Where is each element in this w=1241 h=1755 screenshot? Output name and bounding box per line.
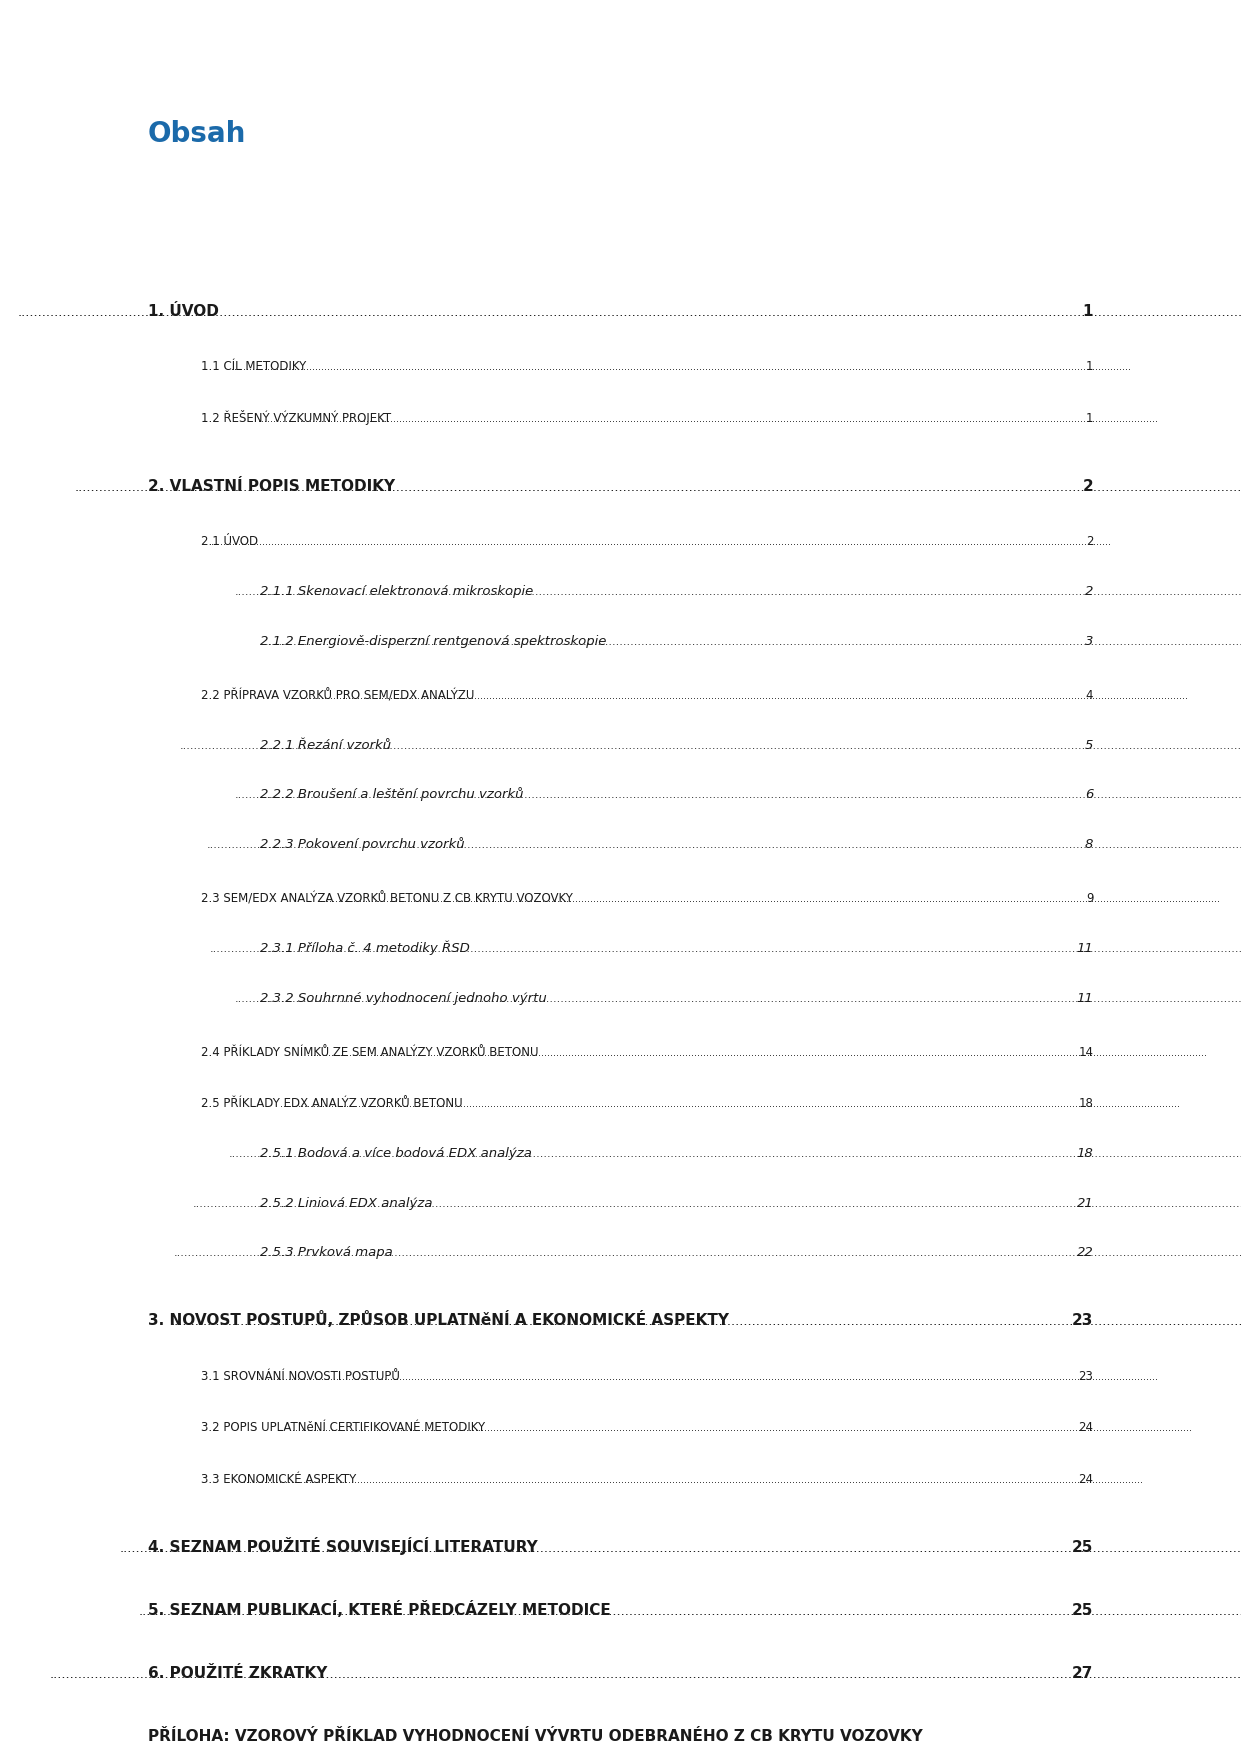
Text: 1: 1 (1082, 304, 1093, 319)
Text: 2.2.2 Broušení a leštění povrchu vzorků: 2.2.2 Broušení a leštění povrchu vzorků (261, 788, 524, 802)
Text: 2.4 PŘÍKLADY SNÍMKŮ ZE SEM ANALÝZY VZORKŮ BETONU: 2.4 PŘÍKLADY SNÍMKŮ ZE SEM ANALÝZY VZORK… (201, 1046, 539, 1058)
Text: ................................................................................: ........................................… (258, 414, 1158, 425)
Text: 2.2 PŘÍPRAVA VZORKŮ PRO SEM/EDX ANALÝZU: 2.2 PŘÍPRAVA VZORKŮ PRO SEM/EDX ANALÝZU (201, 688, 474, 702)
Text: 18: 18 (1078, 1097, 1093, 1111)
Text: 2.2.1 Řezání vzorků: 2.2.1 Řezání vzorků (261, 739, 391, 751)
Text: 2.5 PŘÍKLADY EDX ANALÝZ VZORKŮ BETONU: 2.5 PŘÍKLADY EDX ANALÝZ VZORKŮ BETONU (201, 1097, 463, 1111)
Text: 1: 1 (1086, 412, 1093, 425)
Text: 4: 4 (1086, 690, 1093, 702)
Text: ................................................................................: ........................................… (207, 841, 1241, 849)
Text: 1.2 ŘEŠENÝ VÝZKUMNÝ PROJEKT: 1.2 ŘEŠENÝ VÝZKUMNÝ PROJEKT (201, 411, 391, 425)
Text: ................................................................................: ........................................… (235, 790, 1241, 800)
Text: 11: 11 (1076, 992, 1093, 1004)
Text: ................................................................................: ........................................… (288, 691, 1188, 700)
Text: ................................................................................: ........................................… (235, 993, 1241, 1004)
Text: ................................................................................: ........................................… (264, 637, 1241, 646)
Text: ................................................................................: ........................................… (119, 1541, 1241, 1555)
Text: 3.1 SROVNÁNÍ NOVOSTI POSTUPŮ: 3.1 SROVNÁNÍ NOVOSTI POSTUPŮ (201, 1369, 400, 1383)
Text: 5. SEZNAM PUBLIKACÍ, KTERÉ PŘEDCÁZELY METODICE: 5. SEZNAM PUBLIKACÍ, KTERÉ PŘEDCÁZELY ME… (148, 1601, 611, 1618)
Text: ................................................................................: ........................................… (179, 741, 1241, 751)
Text: 8: 8 (1085, 837, 1093, 851)
Text: 2.5.1 Bodová a více bodová EDX analýza: 2.5.1 Bodová a více bodová EDX analýza (261, 1148, 532, 1160)
Text: ................................................................................: ........................................… (320, 895, 1220, 904)
Text: ................................................................................: ........................................… (308, 1048, 1207, 1058)
Text: PŘÍLOHA: VZOROVÝ PŘÍKLAD VYHODNOCENÍ VÝVRTU ODEBRANÉHO Z CB KRYTU VOZOVKY: PŘÍLOHA: VZOROVÝ PŘÍKLAD VYHODNOCENÍ VÝV… (148, 1729, 922, 1744)
Text: ................................................................................: ........................................… (293, 1423, 1193, 1434)
Text: 2.1 ÚVOD: 2.1 ÚVOD (201, 535, 258, 548)
Text: 22: 22 (1076, 1246, 1093, 1260)
Text: 2.3 SEM/EDX ANALÝZA VZORKŮ BETONU Z CB KRYTU VOZOVKY: 2.3 SEM/EDX ANALÝZA VZORKŮ BETONU Z CB K… (201, 892, 573, 906)
Text: 2.5.2 Liniová EDX analýza: 2.5.2 Liniová EDX analýza (261, 1197, 433, 1209)
Text: 2.5.3 Prvková mapa: 2.5.3 Prvková mapa (261, 1246, 392, 1260)
Text: ................................................................................: ........................................… (235, 586, 1241, 597)
Text: 2.1.1 Skenovací elektronová mikroskopie: 2.1.1 Skenovací elektronová mikroskopie (261, 584, 534, 598)
Text: 11: 11 (1076, 942, 1093, 955)
Text: 24: 24 (1078, 1472, 1093, 1485)
Text: ................................................................................: ........................................… (171, 1316, 1241, 1329)
Text: 2: 2 (1085, 584, 1093, 598)
Text: 6: 6 (1085, 788, 1093, 802)
Text: 3. NOVOST POSTUPŮ, ZPŮSOB UPLATNěNÍ A EKONOMICKÉ ASPEKTY: 3. NOVOST POSTUPŮ, ZPŮSOB UPLATNěNÍ A EK… (148, 1311, 728, 1329)
Text: 27: 27 (1072, 1665, 1093, 1681)
Text: ................................................................................: ........................................… (211, 537, 1111, 548)
Text: ................................................................................: ........................................… (280, 1099, 1180, 1109)
Text: Obsah: Obsah (148, 119, 246, 147)
Text: 2. VLASTNÍ POPIS METODIKY: 2. VLASTNÍ POPIS METODIKY (148, 479, 395, 495)
Text: ................................................................................: ........................................… (243, 1474, 1143, 1485)
Text: 3.3 EKONOMICKÉ ASPEKTY: 3.3 EKONOMICKÉ ASPEKTY (201, 1472, 356, 1485)
Text: ................................................................................: ........................................… (50, 1669, 1241, 1681)
Text: ................................................................................: ........................................… (76, 481, 1241, 495)
Text: ................................................................................: ........................................… (231, 363, 1131, 372)
Text: 2.3.1 Příloha č. 4 metodiky ŘSD: 2.3.1 Příloha č. 4 metodiky ŘSD (261, 941, 470, 955)
Text: 25: 25 (1072, 1602, 1093, 1618)
Text: 3: 3 (1085, 635, 1093, 648)
Text: 24: 24 (1078, 1422, 1093, 1434)
Text: 9: 9 (1086, 892, 1093, 906)
Text: 2.2.3 Pokovení povrchu vzorků: 2.2.3 Pokovení povrchu vzorků (261, 837, 464, 851)
Text: 4. SEZNAM POUŽITÉ SOUVISEJÍCÍ LITERATURY: 4. SEZNAM POUŽITÉ SOUVISEJÍCÍ LITERATURY (148, 1537, 537, 1555)
Text: 23: 23 (1078, 1369, 1093, 1383)
Text: ................................................................................: ........................................… (139, 1606, 1241, 1618)
Text: 2.1.2 Energiově-disperzní rentgenová spektroskopie: 2.1.2 Energiově-disperzní rentgenová spe… (261, 635, 607, 648)
Text: 1: 1 (1086, 360, 1093, 374)
Text: ................................................................................: ........................................… (174, 1248, 1241, 1258)
Text: 2: 2 (1086, 535, 1093, 548)
Text: 3.2 POPIS UPLATNěNÍ CERTIFIKOVANÉ METODIKY: 3.2 POPIS UPLATNěNÍ CERTIFIKOVANÉ METODI… (201, 1422, 485, 1434)
Text: ................................................................................: ........................................… (228, 1150, 1241, 1158)
Text: 18: 18 (1076, 1148, 1093, 1160)
Text: 2: 2 (1082, 479, 1093, 495)
Text: 14: 14 (1078, 1046, 1093, 1058)
Text: 21: 21 (1076, 1197, 1093, 1209)
Text: ................................................................................: ........................................… (258, 1372, 1158, 1381)
Text: 1. ÚVOD: 1. ÚVOD (148, 304, 218, 319)
Text: 23: 23 (1072, 1313, 1093, 1329)
Text: ................................................................................: ........................................… (17, 305, 1241, 319)
Text: ................................................................................: ........................................… (192, 1199, 1241, 1209)
Text: 2.3.2 Souhrnné vyhodnocení jednoho výrtu: 2.3.2 Souhrnné vyhodnocení jednoho výrtu (261, 992, 547, 1004)
Text: 25: 25 (1072, 1539, 1093, 1555)
Text: 1.1 CÍL METODIKY: 1.1 CÍL METODIKY (201, 360, 307, 374)
Text: 5: 5 (1085, 739, 1093, 751)
Text: ................................................................................: ........................................… (210, 944, 1241, 955)
Text: 6. POUŽITÉ ZKRATKY: 6. POUŽITÉ ZKRATKY (148, 1665, 328, 1681)
